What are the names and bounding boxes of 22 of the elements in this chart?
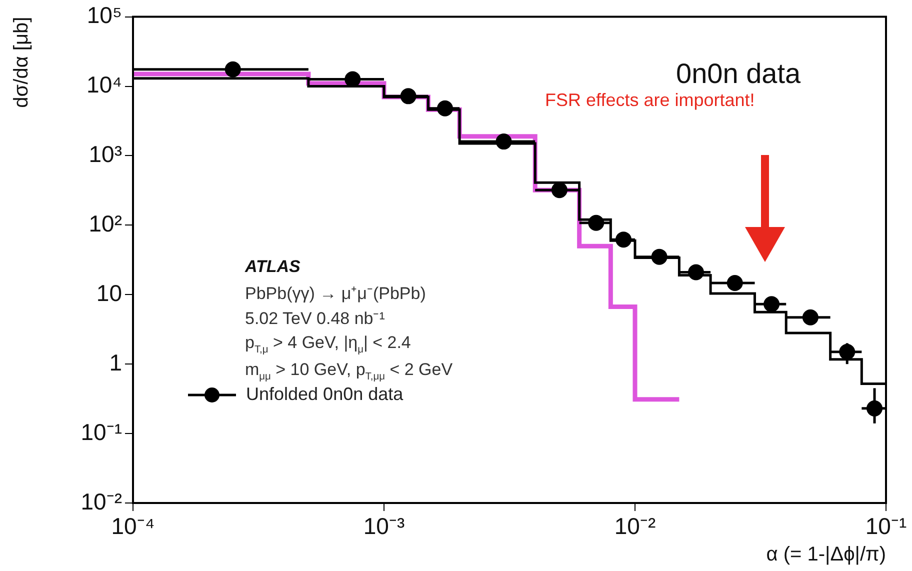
- y-tick-label: 10: [96, 280, 122, 306]
- annotation: 5.02 TeV 0.48 nb⁻¹: [245, 308, 385, 329]
- y-tick-label: 10⁴: [86, 72, 122, 98]
- y-tick-label: 10⁻¹: [80, 418, 122, 445]
- y-tick-label: 10³: [88, 141, 122, 168]
- annotation: m$_{μμ}$ > 10 GeV, p$_{T,μμ}$ < 2 GeV: [245, 360, 453, 383]
- x-tick-label: 10⁻¹: [865, 513, 907, 540]
- x-tick-label: 10⁻⁴: [111, 513, 155, 540]
- x-tick-label: 10⁻²: [614, 513, 656, 540]
- annotation: p$_{T,μ}$ > 4 GeV, |η$_{μ}$| < 2.4: [245, 333, 411, 356]
- y-tick-label: 10⁻²: [80, 488, 122, 514]
- legend-label: Unfolded 0n0n data: [246, 384, 404, 404]
- annotation: ATLAS: [245, 257, 300, 277]
- y-tick-label: 1: [109, 349, 122, 376]
- y-tick-label: 10⁵: [86, 2, 122, 28]
- y-tick-label: 10²: [88, 210, 122, 237]
- x-tick-label: 10⁻³: [363, 513, 405, 540]
- x-axis-title: α (= 1-|Δϕ|/π): [766, 544, 886, 566]
- y-axis-title: dσ/dα [μb]: [10, 16, 33, 108]
- annotation: PbPb(γγ) → μ⁺μ⁻(PbPb): [245, 283, 426, 304]
- annotation: FSR effects are important!: [545, 90, 755, 111]
- annotation: 0n0n data: [676, 58, 801, 90]
